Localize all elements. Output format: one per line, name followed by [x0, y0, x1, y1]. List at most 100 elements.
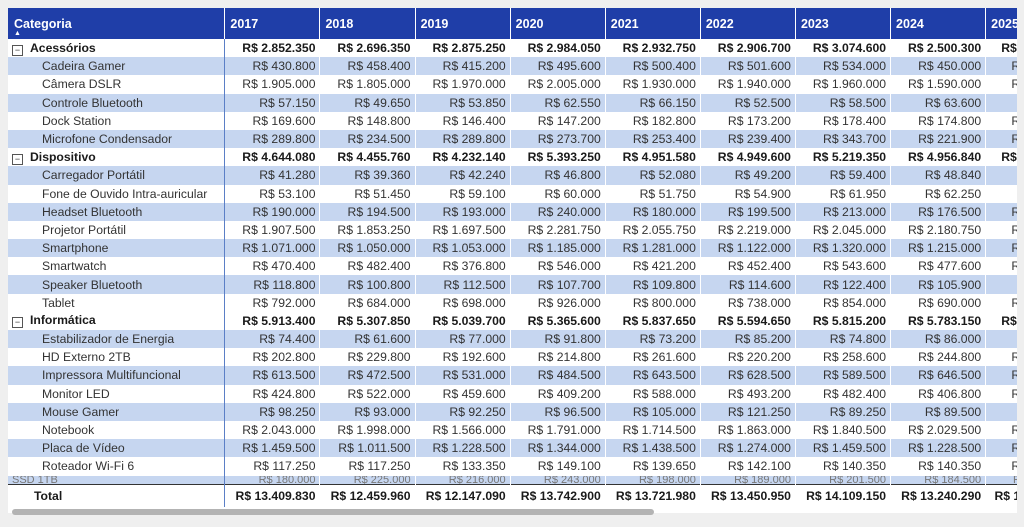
value-cell: R$ 698.000 [415, 293, 511, 312]
table-row[interactable]: Carregador Portátil R$ 41.280 R$ 39.360 R$ … [8, 166, 1017, 185]
value-cell: R$ 854.000 [795, 293, 892, 312]
row-label: Roteador Wi-Fi 6 [42, 459, 135, 474]
value-cell: R$ [985, 239, 1017, 258]
value-cell: R$ 140.350 [890, 457, 987, 476]
value-cell: R$ [985, 384, 1017, 403]
value-cell: R$ 450.000 [890, 57, 987, 76]
table-row[interactable]: Impressora Multifuncional R$ 613.500 R$ 47… [8, 366, 1017, 385]
value-cell: R$ 193.000 [415, 202, 511, 221]
value-cell: R$ 121.250 [700, 402, 796, 421]
group-label-cell: − Informática [8, 311, 226, 330]
table-row[interactable]: Smartphone R$ 1.071.000 R$ 1.050.000 R$ 1.0… [8, 239, 1017, 258]
row-label: Dock Station [42, 113, 112, 128]
value-cell: R$ 253.400 [605, 129, 701, 149]
value-cell: R$ 54.900 [700, 184, 796, 203]
table-row[interactable]: Fone de Ouvido Intra-auricular R$ 53.100 R… [8, 184, 1017, 203]
table-row[interactable]: Microfone Condensador R$ 289.800 R$ 234.50… [8, 129, 1017, 149]
minus-box-icon[interactable]: − [12, 317, 23, 329]
value-cell: R$ 5.039.700 [415, 311, 511, 330]
table-row[interactable]: Headset Bluetooth R$ 190.000 R$ 194.500 R$ … [8, 202, 1017, 221]
table-row[interactable]: Notebook R$ 2.043.000 R$ 1.998.000 R$ 1.566… [8, 420, 1017, 440]
value-cell: R$ 500.400 [605, 57, 701, 76]
row-label: Informática [30, 313, 96, 328]
column-header-year[interactable]: 2018 [319, 8, 416, 39]
value-cell: R$ [985, 420, 1017, 440]
value-cell: R$ 4 [985, 148, 1017, 167]
value-cell: R$ 114.600 [700, 275, 796, 294]
horizontal-scrollbar[interactable] [12, 509, 654, 515]
value-cell: R$ 140.350 [795, 457, 892, 476]
value-cell: R$ 628.500 [700, 366, 796, 385]
column-header-year[interactable]: 2022 [700, 8, 796, 39]
value-cell: R$ 1.274.000 [700, 439, 796, 458]
table-row[interactable]: Projetor Portátil R$ 1.907.500 R$ 1.853.25… [8, 220, 1017, 240]
column-header-year[interactable]: 2017 [224, 8, 321, 39]
table-row[interactable]: Dock Station R$ 169.600 R$ 148.800 R$ 146.4… [8, 111, 1017, 130]
table-row[interactable]: SSD 1TB R$ 180.000 R$ 225.000 R$ 216.000 R$ … [8, 475, 1017, 485]
row-label: SSD 1TB [12, 475, 58, 485]
table-row[interactable]: Estabilizador de Energia R$ 74.400 R$ 61.6… [8, 330, 1017, 349]
table-row[interactable]: Tablet R$ 792.000 R$ 684.000 R$ 698.000 R$ 9… [8, 293, 1017, 312]
value-cell: R$ 376.800 [415, 257, 511, 276]
value-cell: R$ 52.500 [700, 93, 796, 112]
column-header-year[interactable]: 2025 [985, 8, 1017, 39]
value-cell: R$ 1.970.000 [415, 75, 511, 94]
minus-box-icon[interactable]: − [12, 44, 23, 56]
total-value-cell: R$ 13.450.950 [700, 483, 796, 507]
value-cell: R$ 184.500 [890, 475, 987, 484]
minus-box-icon[interactable]: − [12, 153, 23, 165]
row-label-cell: Notebook [8, 420, 226, 440]
value-cell: R$ [985, 439, 1017, 458]
value-cell: R$ 49.200 [700, 166, 796, 185]
row-label: Projetor Portátil [42, 222, 126, 237]
value-cell: R$ 66.150 [605, 93, 701, 112]
group-row[interactable]: − Dispositivo R$ 4.644.080 R$ 4.455.760 R$ 4… [8, 148, 1017, 167]
group-row[interactable]: − Informática R$ 5.913.400 R$ 5.307.850 R$ 5… [8, 311, 1017, 330]
value-cell: R$ 46.800 [510, 166, 606, 185]
table-row[interactable]: Monitor LED R$ 424.800 R$ 522.000 R$ 459.60… [8, 384, 1017, 403]
sort-ascending-icon[interactable]: ▲ [14, 30, 21, 37]
column-header-year[interactable]: 2019 [415, 8, 511, 39]
value-cell: R$ 2.281.750 [510, 220, 606, 240]
value-cell: R$ 51.750 [605, 184, 701, 203]
column-header-categoria[interactable]: Categoria ▲ [8, 8, 226, 39]
value-cell: R$ 74.800 [795, 330, 892, 349]
value-cell: R$ 1.053.000 [415, 239, 511, 258]
value-cell: R$ 174.800 [890, 111, 987, 130]
table-row[interactable]: Speaker Bluetooth R$ 118.800 R$ 100.800 R$ … [8, 275, 1017, 294]
value-cell: R$ 501.600 [700, 57, 796, 76]
row-label-cell: Microfone Condensador [8, 129, 226, 149]
row-label: Placa de Vídeo [42, 441, 125, 456]
value-cell: R$ 522.000 [319, 384, 416, 403]
table-row[interactable]: Câmera DSLR R$ 1.905.000 R$ 1.805.000 R$ 1.… [8, 75, 1017, 94]
column-header-year[interactable]: 2023 [795, 8, 892, 39]
table-row[interactable]: Smartwatch R$ 470.400 R$ 482.400 R$ 376.800… [8, 257, 1017, 276]
row-label: HD Externo 2TB [42, 350, 131, 365]
value-cell: R$ 2.045.000 [795, 220, 892, 240]
row-label: Mouse Gamer [42, 404, 120, 419]
value-cell: R$ 1.459.500 [224, 439, 321, 458]
total-value-cell: R$ 12.459.960 [319, 483, 416, 507]
value-cell: R$ 105.000 [605, 402, 701, 421]
column-header-year[interactable]: 2020 [510, 8, 606, 39]
value-cell: R$ 261.600 [605, 348, 701, 367]
value-cell: R$ 61.600 [319, 330, 416, 349]
column-header-year[interactable]: 2021 [605, 8, 701, 39]
value-cell: R$ 57.150 [224, 93, 321, 112]
table-row[interactable]: Placa de Vídeo R$ 1.459.500 R$ 1.011.500 R$… [8, 439, 1017, 458]
value-cell: R$ 452.400 [700, 257, 796, 276]
table-row[interactable]: Mouse Gamer R$ 98.250 R$ 93.000 R$ 92.250 R$… [8, 402, 1017, 421]
group-row[interactable]: − Acessórios R$ 2.852.350 R$ 2.696.350 R$ 2.… [8, 39, 1017, 58]
value-cell: R$ 800.000 [605, 293, 701, 312]
value-cell: R$ 192.600 [415, 348, 511, 367]
table-row[interactable]: Controle Bluetooth R$ 57.150 R$ 49.650 R$ 5… [8, 93, 1017, 112]
column-header-year[interactable]: 2024 [890, 8, 987, 39]
table-row[interactable]: HD Externo 2TB R$ 202.800 R$ 229.800 R$ 192… [8, 348, 1017, 367]
table-row[interactable]: Roteador Wi-Fi 6 R$ 117.250 R$ 117.250 R$ 1… [8, 457, 1017, 476]
table-row[interactable]: Cadeira Gamer R$ 430.800 R$ 458.400 R$ 415.… [8, 57, 1017, 76]
row-label: Dispositivo [30, 149, 96, 164]
value-cell: R$ 58.500 [795, 93, 892, 112]
matrix-body: − Acessórios R$ 2.852.350 R$ 2.696.350 R$ 2.… [8, 39, 1017, 507]
value-cell: R$ 1.805.000 [319, 75, 416, 94]
value-cell: R$ 2.219.000 [700, 220, 796, 240]
